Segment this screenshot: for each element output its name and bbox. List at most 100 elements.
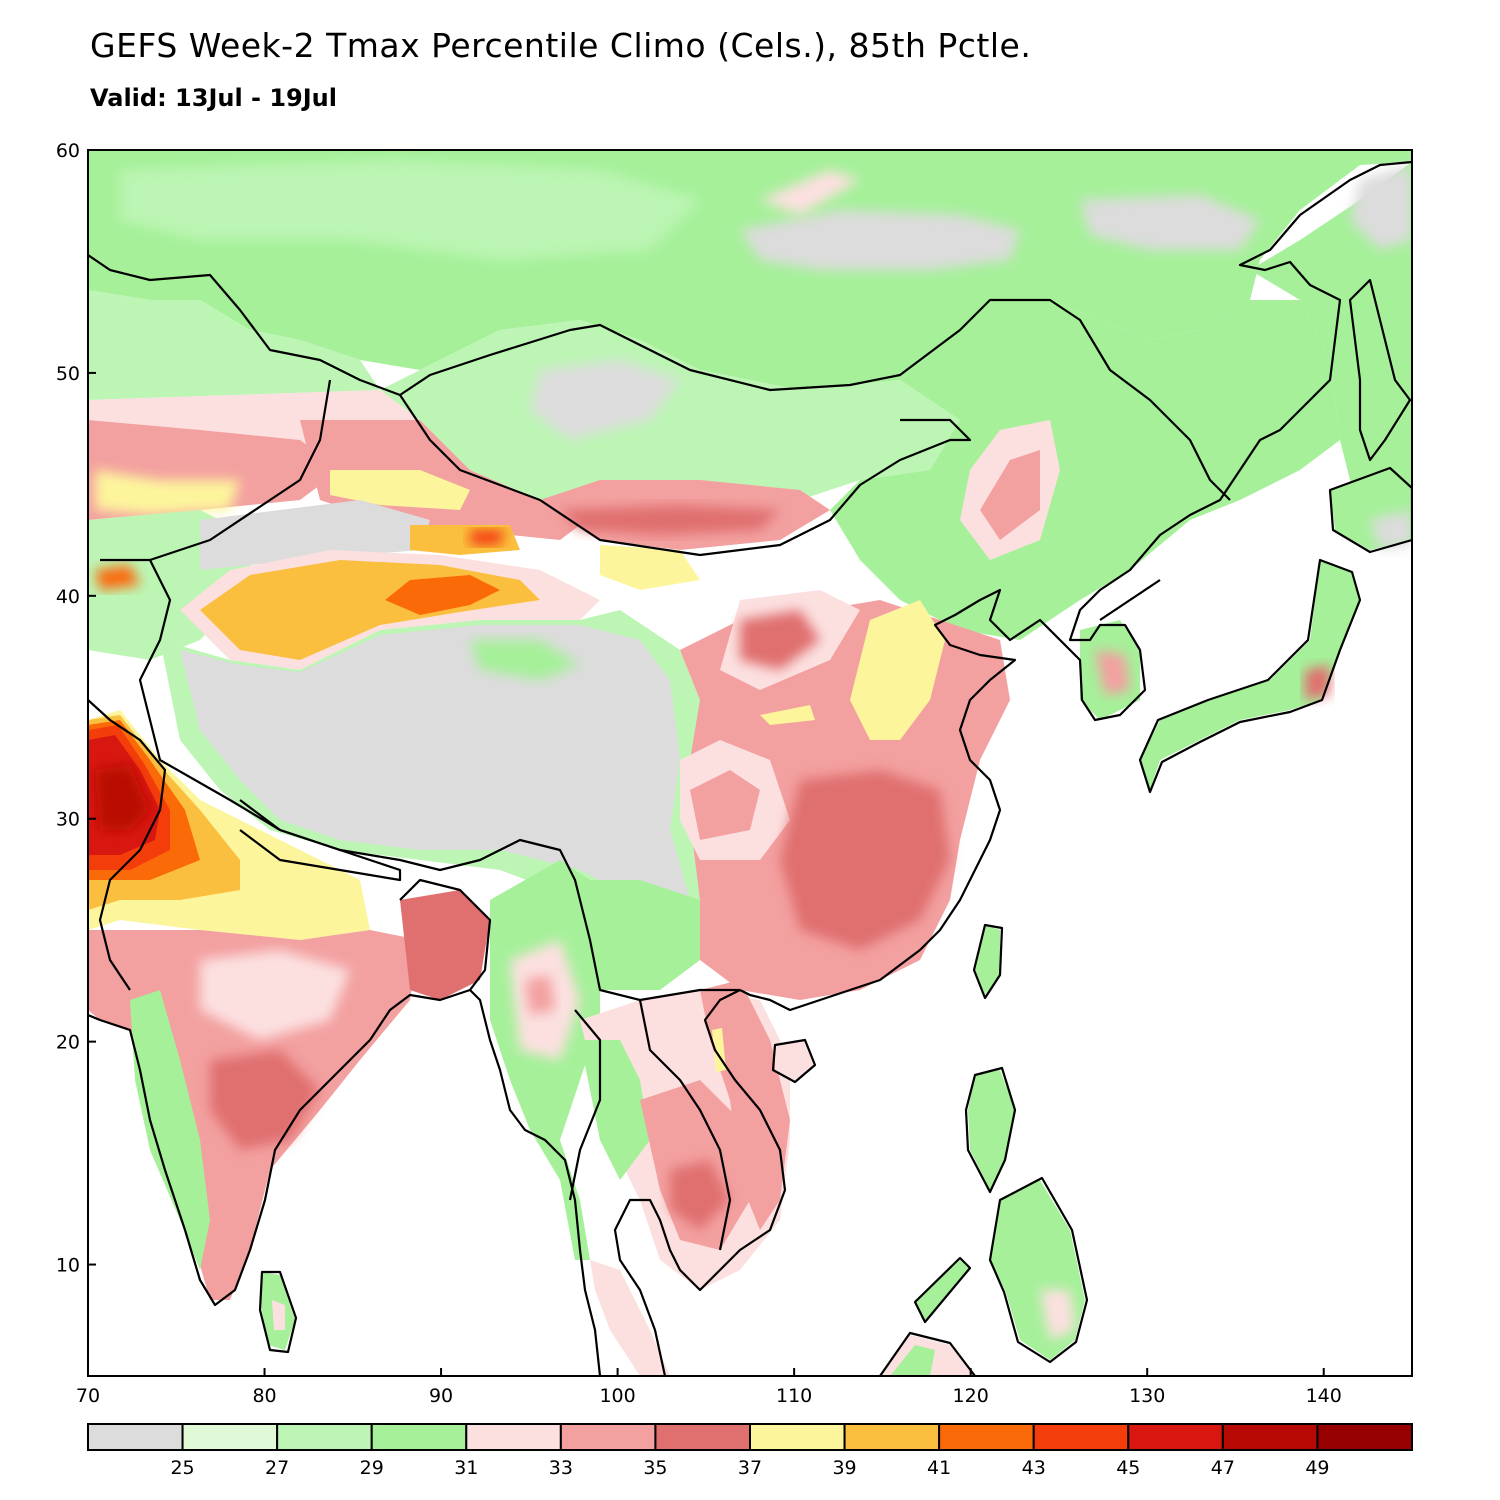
region-gobi-dark [560,505,780,535]
colorbar-swatch [181,1423,279,1451]
colorbar-label: 33 [549,1457,573,1479]
region-thailand-green [580,1040,650,1180]
coast-indochina [613,989,787,1376]
border-myanmar-thailand [568,1009,602,1201]
x-tick-label: 110 [776,1385,812,1407]
colorbar-swatch [843,1423,941,1451]
region-tibet-green-patch [470,640,580,680]
region-gobi-yellow [600,545,700,590]
temperature-field [88,150,1412,1376]
border-korea [1099,579,1161,621]
y-tick-label: 20 [56,1032,80,1054]
region-siberia-grey-2 [1080,195,1260,250]
coast-borneo [879,1331,976,1376]
region-qinling-yellow [760,705,815,725]
colorbar-swatch [370,1423,468,1451]
region-yunnan-green [580,880,700,990]
region-myanmar-red [525,975,555,1015]
colorbar-label: 25 [170,1457,194,1479]
colorbar-swatch [1221,1423,1319,1451]
colorbar-label: 29 [360,1457,384,1479]
colorbar-swatch [1127,1423,1224,1451]
coast-sakhalin [1348,278,1412,462]
y-tick-label: 60 [56,140,80,162]
coast-taiwan [972,923,1004,1000]
y-tick-label: 40 [56,586,80,608]
y-tick-label: 30 [56,809,80,831]
colorbar-swatch [465,1423,562,1451]
border-india-pakistan [88,699,167,991]
valid-date-range: Valid: 13Jul - 19Jul [90,84,337,112]
coast-hainan [771,1038,817,1084]
region-philippines-luzon [968,1070,1015,1190]
coast-visayas-mindanao [988,1176,1089,1364]
region-india-dark [210,1050,320,1150]
border-china-west [138,559,740,1002]
map-title: GEFS Week-2 Tmax Percentile Climo (Cels.… [90,26,1032,65]
y-axis: 10 20 30 40 50 60 [56,140,96,1277]
coastlines-and-borders [88,160,1412,1376]
border-bangladesh [399,878,492,991]
region-palawan [915,1260,970,1320]
region-north-china-plain [850,600,945,740]
region-northeast-china-red [980,450,1040,540]
region-sichuan-red [690,770,760,840]
region-kazakhstan [88,290,380,400]
y-tick-label: 10 [56,1255,80,1277]
region-india-pink [200,950,350,1040]
colorbar-swatch [559,1423,657,1451]
region-japan-red [1305,665,1330,700]
region-bangladesh [400,890,490,1000]
region-central-asia-orange [95,565,140,590]
border-mongolia-china [399,394,972,557]
region-borneo-green [890,1345,935,1376]
colorbar: 25 27 29 31 33 35 37 39 41 43 45 47 49 [87,1423,1414,1479]
region-far-east-grey [1350,165,1412,250]
x-axis: 70 80 90 100 110 120 130 140 [76,1368,1342,1407]
region-siberia-pink [760,170,860,215]
colorbar-label: 39 [832,1457,856,1479]
region-far-east [1250,162,1412,520]
region-siberia-grey [740,210,1020,270]
border-russia-south [88,254,1231,501]
x-tick-label: 140 [1306,1385,1342,1407]
colorbar-label: 41 [927,1457,951,1479]
region-malay-peninsula [590,1260,670,1376]
border-laos-vietnam [638,999,732,1251]
coast-japan-honshu [1138,558,1362,794]
colorbar-label: 35 [643,1457,667,1479]
colorbar-label: 45 [1116,1457,1140,1479]
coast-sri-lanka [258,1270,298,1354]
region-philippines-pink [1040,1290,1075,1340]
region-korea-pink [1095,650,1130,695]
y-tick-label: 50 [56,363,80,385]
colorbar-swatch [938,1423,1035,1451]
x-tick-label: 130 [1129,1385,1165,1407]
colorbar-label: 37 [738,1457,762,1479]
x-tick-label: 70 [76,1385,100,1407]
region-southern-china-dark [780,770,950,950]
region-northeast-china [830,300,1340,640]
region-turpan-orange [410,525,520,555]
region-sri-lanka-pink [272,1300,285,1330]
region-dzungaria-yellow [330,470,470,510]
colorbar-label: 49 [1305,1457,1329,1479]
colorbar-label: 27 [265,1457,289,1479]
colorbar-swatch [1032,1423,1130,1451]
colorbar-label: 31 [454,1457,478,1479]
region-siberia-light [120,160,700,260]
colorbar-swatch [654,1423,752,1451]
plot-frame [87,149,1413,1377]
region-india-green-west [130,990,210,1270]
colorbar-swatch [1316,1423,1414,1451]
region-hainan [775,1040,815,1080]
x-tick-label: 100 [599,1385,635,1407]
coast-east-asia [739,160,1412,1012]
region-tibet [180,625,690,900]
x-tick-label: 120 [953,1385,989,1407]
colorbar-swatch [276,1423,373,1451]
coast-luzon [964,1066,1017,1194]
colorbar-swatch [87,1423,184,1451]
region-japan [1140,560,1360,790]
